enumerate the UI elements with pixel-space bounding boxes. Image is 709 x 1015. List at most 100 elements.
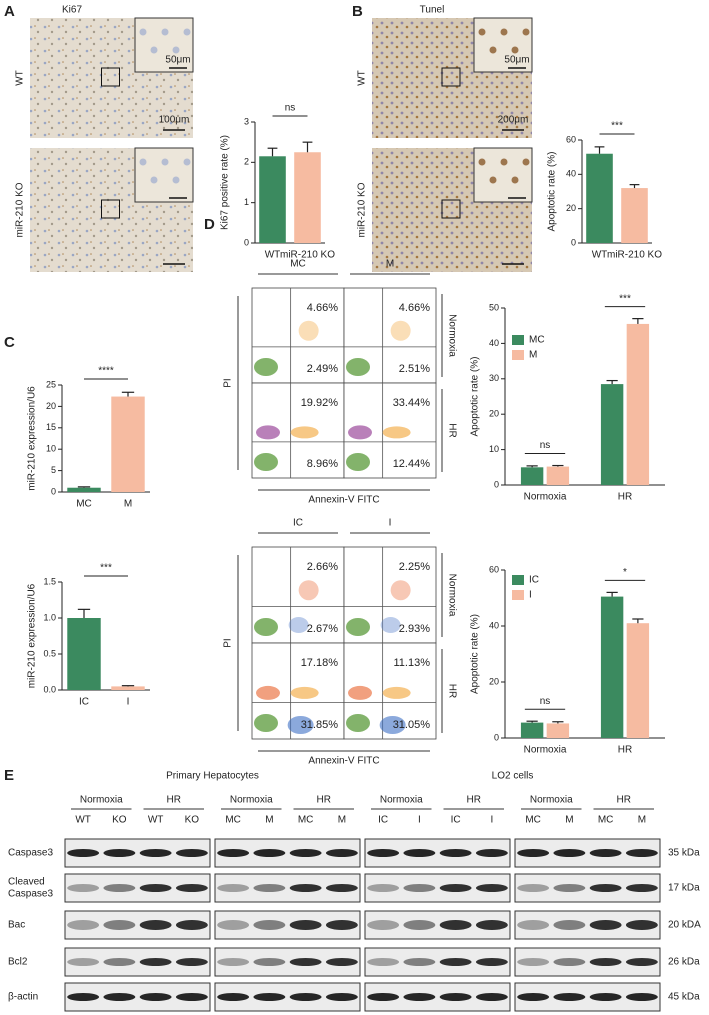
cell (500, 158, 508, 166)
bar (546, 466, 570, 485)
band (589, 958, 622, 966)
cell (478, 158, 486, 166)
zoom-box (101, 199, 120, 219)
y-tick-label: 0 (51, 486, 56, 496)
quadrant-percent: 2.51% (399, 363, 430, 375)
bar (626, 623, 650, 738)
cell (489, 46, 497, 54)
y-tick-label: 0.5 (43, 648, 56, 658)
x-tick-label: I (127, 697, 130, 708)
cell-cluster (390, 580, 411, 601)
column-label: M (386, 259, 394, 270)
band (325, 920, 358, 930)
y-tick-label: 20 (489, 676, 499, 686)
column-label: I (389, 518, 392, 529)
cell (511, 176, 519, 184)
blot-title: LO2 cells (492, 771, 534, 782)
x-tick-label: miR-210 KO (607, 250, 662, 261)
size-label: 45 kDa (668, 992, 700, 1003)
lane-label: WT (75, 815, 91, 826)
band (589, 849, 622, 857)
y-tick-label: 5 (51, 465, 56, 475)
row-label: WT (15, 70, 26, 86)
quadrant-percent: 2.66% (307, 561, 338, 573)
bar (600, 384, 624, 485)
y-tick-label: 40 (489, 620, 499, 630)
lane-label: MC (298, 815, 314, 826)
quadrant-percent: 2.67% (307, 623, 338, 635)
band (367, 958, 400, 966)
band (217, 884, 250, 892)
band (217, 849, 250, 857)
band (475, 884, 508, 892)
row-label: Normoxia (446, 314, 457, 357)
quadrant-percent: 33.44% (393, 397, 431, 409)
x-tick-label: HR (618, 745, 632, 756)
band (403, 920, 436, 930)
band (589, 993, 622, 1001)
y-tick-label: 20 (566, 203, 576, 213)
legend-label: IC (529, 575, 539, 586)
cell-cluster (254, 358, 278, 376)
band (325, 849, 358, 857)
legend-swatch (512, 575, 524, 585)
bar (586, 153, 613, 243)
y-tick-label: 1 (244, 197, 249, 207)
cell-cluster (346, 358, 370, 376)
y-axis-label: miR-210 expression/U6 (27, 386, 38, 491)
y-tick-label: 20 (46, 401, 56, 411)
band (439, 958, 472, 966)
legend-label: MC (529, 335, 545, 346)
panel-letter: E (4, 767, 14, 784)
band (289, 849, 322, 857)
cell (522, 28, 530, 36)
y-axis-label: PI (223, 638, 234, 647)
condition-label: Normoxia (80, 795, 123, 806)
bar (294, 152, 321, 243)
band (625, 920, 658, 930)
band (517, 920, 550, 930)
legend-label: I (529, 590, 532, 601)
y-tick-label: 0.0 (43, 684, 56, 694)
quadrant-percent: 2.49% (307, 363, 338, 375)
protein-label: Caspase3 (8, 848, 53, 859)
bar (67, 487, 101, 492)
cell-cluster (380, 617, 401, 633)
y-tick-label: 3 (244, 116, 249, 126)
y-tick-label: 60 (489, 564, 499, 574)
band (289, 884, 322, 892)
cell (150, 176, 158, 184)
significance-label: *** (619, 293, 631, 304)
cell (139, 158, 147, 166)
significance-label: *** (611, 121, 623, 132)
quadrant-percent: 4.66% (399, 302, 430, 314)
zoom-box (441, 199, 461, 219)
band (103, 920, 136, 930)
size-label: 26 kDa (668, 957, 700, 968)
x-tick-label: IC (79, 697, 89, 708)
band (289, 993, 322, 1001)
quadrant-percent: 31.85% (301, 719, 339, 731)
band (175, 958, 208, 966)
panel-letter: A (4, 3, 15, 20)
lane-label: M (638, 815, 646, 826)
cell (161, 28, 169, 36)
significance-label: *** (100, 563, 112, 574)
y-tick-label: 2 (244, 157, 249, 167)
blot-strip (64, 947, 211, 977)
band (553, 849, 586, 857)
cell-cluster (382, 686, 411, 699)
quadrant-percent: 2.93% (399, 623, 430, 635)
band (517, 849, 550, 857)
condition-label: HR (167, 795, 181, 806)
y-tick-label: 20 (489, 409, 499, 419)
x-tick-label: miR-210 KO (280, 250, 335, 261)
lane-label: I (490, 815, 493, 826)
band (439, 920, 472, 930)
band (475, 849, 508, 857)
band (253, 920, 286, 930)
band (67, 849, 100, 857)
quadrant-percent: 11.13% (394, 657, 431, 669)
band (517, 993, 550, 1001)
